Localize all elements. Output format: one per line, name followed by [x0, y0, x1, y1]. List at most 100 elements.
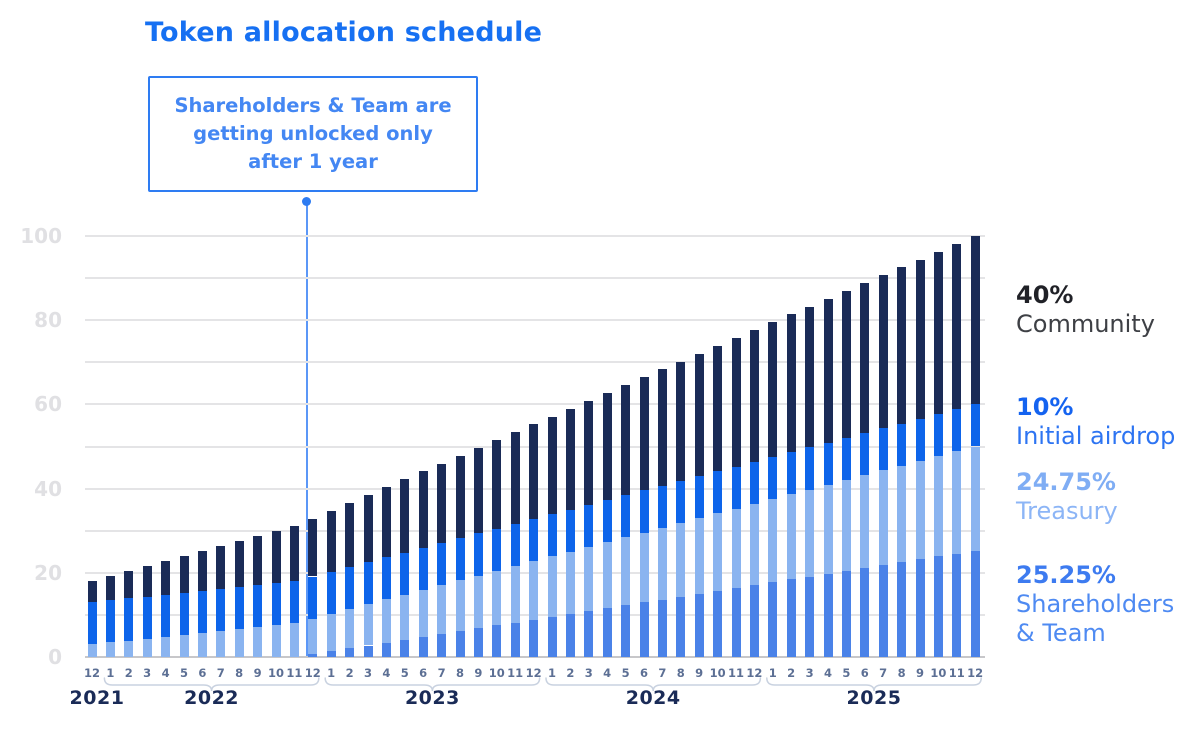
bar-segment [400, 479, 410, 553]
bar-segment [786, 452, 796, 495]
bar-segment [179, 592, 189, 635]
legend-entry-treasury: 24.75% Treasury [1016, 467, 1200, 526]
bar-segment [731, 466, 741, 509]
bar-segment [547, 556, 557, 617]
bar-segment [584, 400, 594, 505]
x-axis-month-label: 4 [382, 666, 391, 680]
bar-segment [823, 442, 833, 485]
gridline-80 [85, 319, 985, 322]
bar-segment [713, 471, 723, 514]
bar-segment [694, 518, 704, 594]
legend-label-treasury: Treasury [1016, 497, 1118, 525]
x-axis-month-label: 6 [860, 666, 869, 680]
y-axis-tick-80: 80 [34, 308, 62, 333]
bar-segment [345, 648, 355, 657]
bar-segment [731, 588, 741, 657]
x-axis-month-label: 10 [709, 666, 726, 680]
bar-segment [308, 518, 318, 577]
gridline-90 [85, 277, 985, 280]
bar-segment [437, 585, 447, 634]
bar-segment [492, 528, 502, 571]
x-axis-month-label: 12 [967, 666, 984, 680]
gridline-60 [85, 403, 985, 406]
x-axis-month-label: 12 [83, 666, 100, 680]
x-axis-month-label: 7 [216, 666, 225, 680]
bar-segment [234, 586, 244, 630]
bar-segment [621, 385, 631, 496]
bar-segment [731, 508, 741, 589]
bar-segment [381, 487, 391, 558]
bar-segment [105, 600, 115, 643]
x-axis-month-label: 7 [658, 666, 667, 680]
bar-segment [510, 432, 520, 524]
bar-segment [860, 475, 870, 568]
bar-segment [749, 585, 759, 657]
bar-segment [381, 557, 391, 600]
bar-segment [455, 455, 465, 539]
bar-segment [584, 611, 594, 657]
bar-segment [749, 503, 759, 586]
bar-segment [565, 551, 575, 614]
bar-segment [381, 599, 391, 643]
bar-segment [897, 267, 907, 424]
year-brace-2024 [545, 677, 762, 692]
bar-segment [823, 298, 833, 443]
year-brace-2025 [766, 677, 982, 692]
bar-segment [216, 546, 226, 589]
bar-segment [308, 618, 318, 655]
x-axis-month-label: 3 [805, 666, 814, 680]
bar-segment [621, 537, 631, 606]
bar-segment [473, 533, 483, 576]
x-axis-month-label: 5 [842, 666, 851, 680]
bar-segment [749, 461, 759, 504]
bar-segment [124, 640, 134, 657]
bar-segment [418, 589, 428, 637]
bar-segment [731, 338, 741, 467]
bar-segment [326, 651, 336, 657]
bar-segment [308, 576, 318, 619]
bar-segment [473, 447, 483, 534]
bar-segment [897, 465, 907, 563]
bar-segment [363, 645, 373, 657]
legend-entry-community: 40% Community [1016, 280, 1200, 339]
bar-segment [197, 551, 207, 591]
bar-segment [510, 622, 520, 657]
chart-title: Token allocation schedule [145, 17, 543, 48]
bar-segment [565, 509, 575, 552]
bar-segment [87, 581, 97, 603]
x-axis-month-label: 7 [437, 666, 446, 680]
bar-segment [308, 654, 318, 657]
x-axis-year-label-2022: 2022 [184, 687, 240, 709]
x-axis-month-label: 6 [419, 666, 428, 680]
x-axis-month-label: 2 [124, 666, 133, 680]
bar-segment [142, 638, 152, 657]
bar-segment [326, 571, 336, 614]
x-axis-month-label: 3 [584, 666, 593, 680]
bar-segment [749, 330, 759, 462]
bar-segment [565, 613, 575, 657]
x-axis-month-label: 10 [488, 666, 505, 680]
bar-segment [860, 283, 870, 434]
bar-segment [584, 546, 594, 612]
annotation-text: Shareholders & Team are getting unlocked… [174, 94, 452, 173]
legend-entry-shareholders-team: 25.25% Shareholders & Team [1016, 560, 1200, 649]
x-axis-month-label: 11 [727, 666, 744, 680]
bar-segment [418, 547, 428, 590]
bar-segment [713, 513, 723, 591]
bar-segment [216, 631, 226, 657]
bar-segment [529, 519, 539, 562]
x-axis-year-label-2025: 2025 [846, 687, 902, 709]
bar-segment [933, 556, 943, 657]
x-axis-month-label: 11 [948, 666, 965, 680]
bar-segment [841, 479, 851, 571]
y-axis-tick-20: 20 [34, 560, 62, 585]
bar-segment [253, 536, 263, 586]
bar-segment [547, 616, 557, 657]
y-axis-tick-40: 40 [34, 476, 62, 501]
x-axis-year-label-2024: 2024 [625, 687, 681, 709]
bar-segment [933, 413, 943, 457]
bar-segment [933, 251, 943, 414]
bar-segment [289, 623, 299, 657]
bar-segment [381, 642, 391, 657]
